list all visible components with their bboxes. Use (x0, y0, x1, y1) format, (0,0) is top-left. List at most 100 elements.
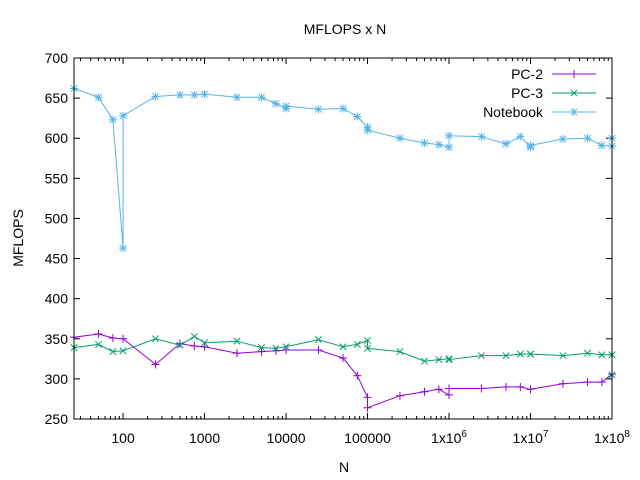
data-point (94, 340, 103, 348)
data-point (526, 385, 535, 394)
data-point (502, 352, 510, 360)
data-point (151, 335, 160, 343)
data-point (108, 115, 117, 124)
data-point (232, 349, 241, 358)
data-point (190, 332, 198, 340)
data-point (363, 336, 372, 344)
data-point (434, 385, 443, 394)
series-line (73, 333, 613, 409)
data-point (363, 126, 372, 135)
data-point (597, 141, 606, 150)
y-tick-label: 450 (45, 251, 69, 267)
data-point (477, 132, 486, 141)
data-point (339, 354, 347, 363)
x-tick-label: 1000 (189, 430, 220, 446)
data-point (190, 90, 199, 99)
data-point (583, 349, 592, 357)
data-point (119, 244, 128, 253)
y-tick-label: 250 (45, 411, 69, 427)
data-point (363, 344, 372, 352)
data-point (151, 360, 160, 369)
y-tick-label: 550 (45, 170, 69, 186)
legend-label: Notebook (483, 104, 544, 120)
data-point (257, 347, 266, 356)
data-point (445, 356, 453, 364)
x-tick-label: 10000 (267, 430, 306, 446)
data-point (395, 391, 404, 400)
data-point (314, 336, 323, 344)
legend-marker (570, 70, 578, 78)
data-point (583, 134, 592, 143)
data-point (559, 352, 567, 360)
data-point (109, 348, 117, 356)
data-point (119, 111, 128, 120)
data-point (232, 93, 241, 102)
x-axis-label: N (339, 459, 349, 475)
series-1 (70, 332, 616, 379)
data-point (420, 357, 429, 365)
data-point (94, 329, 103, 338)
data-point (526, 141, 535, 150)
y-tick-label: 350 (45, 331, 69, 347)
x-tick-label: 1x107 (513, 429, 549, 446)
legend-label: PC-3 (511, 85, 543, 101)
data-point (558, 379, 567, 388)
data-point (501, 139, 510, 148)
legend-marker (570, 108, 578, 116)
y-tick-label: 600 (45, 130, 69, 146)
data-point (353, 371, 362, 380)
data-point (271, 99, 280, 108)
data-point (257, 93, 266, 102)
data-point (516, 132, 525, 141)
data-point (477, 352, 486, 360)
data-point (151, 92, 160, 101)
data-point (363, 403, 372, 412)
data-point (445, 143, 454, 152)
data-point (583, 378, 592, 387)
data-point (339, 104, 347, 113)
series-2 (70, 84, 616, 253)
data-point (108, 333, 117, 342)
series-0 (70, 329, 616, 412)
legend-marker (570, 89, 578, 97)
x-tick-label: 100000 (344, 430, 391, 446)
legend-label: PC-2 (511, 66, 543, 82)
data-point (516, 382, 525, 391)
data-point (200, 90, 209, 99)
data-point (597, 378, 606, 387)
data-point (257, 344, 266, 352)
y-tick-label: 400 (45, 291, 69, 307)
data-point (435, 356, 443, 364)
data-point (395, 134, 404, 143)
x-tick-label: 1x106 (431, 429, 467, 446)
data-point (353, 112, 362, 121)
data-point (200, 339, 209, 347)
legend: PC-2 PC-3 Notebook (483, 66, 596, 120)
data-point (282, 102, 291, 111)
y-tick-label: 650 (45, 90, 69, 106)
data-point (339, 343, 347, 351)
x-axis-ticks: 100 1000 10000 100000 1x106 1x107 1x108 (79, 58, 630, 446)
data-point (516, 350, 524, 358)
x-tick-label: 100 (111, 430, 135, 446)
data-point (353, 340, 361, 348)
data-point (233, 337, 241, 345)
data-point (445, 355, 453, 363)
data-point (434, 140, 443, 149)
data-point (119, 347, 127, 355)
data-point (119, 334, 128, 343)
data-point (396, 348, 404, 356)
data-point (363, 393, 372, 402)
data-point (176, 341, 184, 349)
data-point (282, 343, 290, 351)
data-point (445, 384, 454, 393)
series-layer (70, 84, 616, 412)
y-tick-label: 500 (45, 210, 69, 226)
data-point (94, 93, 103, 102)
data-point (176, 90, 185, 99)
data-point (445, 131, 454, 140)
data-point (598, 351, 606, 359)
y-tick-label: 300 (45, 371, 69, 387)
data-point (314, 346, 323, 355)
data-point (200, 342, 209, 351)
